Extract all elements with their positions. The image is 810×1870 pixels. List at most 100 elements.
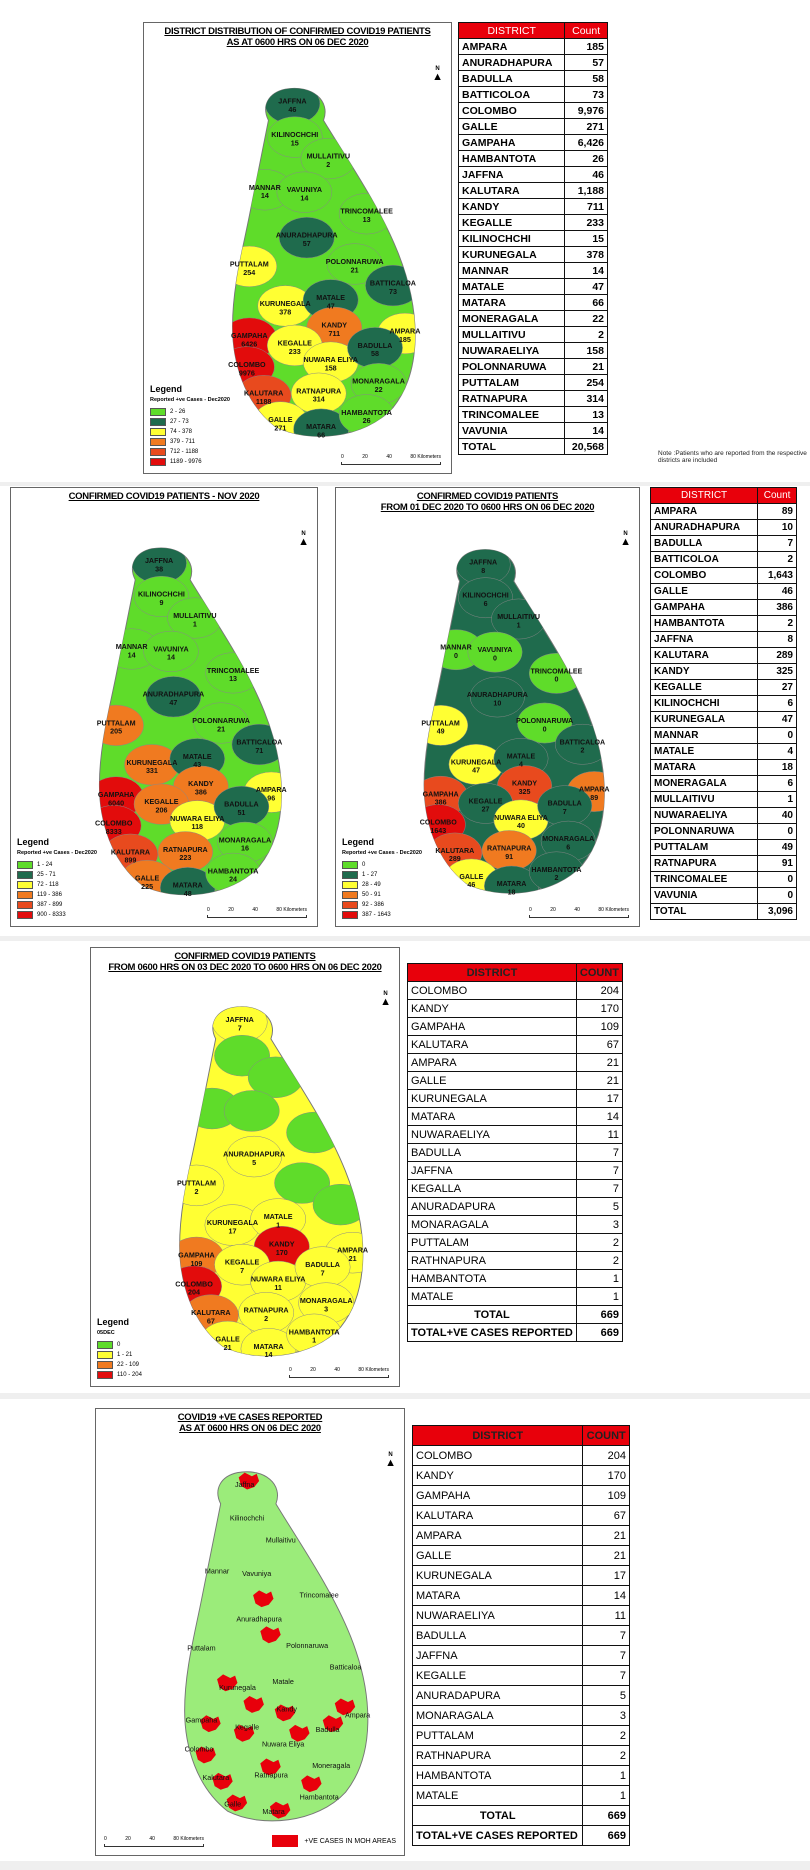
district-label: GAMPAHA 109 <box>179 1250 216 1267</box>
district-cell: PUTTALAM <box>407 1233 577 1252</box>
district-label: KALUTARA 67 <box>192 1308 231 1325</box>
district-label: JAFFNA 7 <box>226 1015 254 1032</box>
moh-case-area <box>217 1674 238 1692</box>
count-cell: 0 <box>757 727 797 744</box>
table-row: PUTTALAM 49 <box>649 839 797 856</box>
district-cell: PUTTALAM <box>457 374 566 391</box>
count-cell: 0 <box>757 887 797 904</box>
legend-item: 387 - 1643 <box>342 910 422 920</box>
total-label: TOTAL <box>411 1805 584 1826</box>
table-row: JAFFNA 7 <box>407 1161 623 1180</box>
legend-item: 1 - 24 <box>17 860 97 870</box>
count-cell: 6 <box>757 695 797 712</box>
district-label: KILINOCHCHI 9 <box>138 591 185 607</box>
legend-item: 92 - 386 <box>342 900 422 910</box>
scale-tick: 20 <box>310 1367 316 1373</box>
count-cell: 46 <box>757 583 797 600</box>
map-title-line: CONFIRMED COVID19 PATIENTS - NOV 2020 <box>68 491 260 502</box>
moh-case-area <box>243 1696 265 1713</box>
scale-tick: 40 <box>574 907 580 913</box>
district-label: Kandy <box>277 1705 298 1714</box>
district-cell: NUWARAELIYA <box>411 1605 584 1626</box>
district-label: GALLE 21 <box>216 1335 241 1352</box>
scale-bar: 0 20 40 80 Kilometers <box>104 1836 204 1847</box>
total-value: 3,096 <box>757 903 797 920</box>
legend-swatch <box>17 861 33 869</box>
district-label: MATARA 48 <box>173 882 203 898</box>
count-cell: 18 <box>757 759 797 776</box>
district-label: ANURADHAPURA 47 <box>143 691 205 707</box>
total-row: TOTAL 3,096 <box>649 903 797 920</box>
district-cell: MONERAGALA <box>457 310 566 327</box>
moh-case-area <box>275 1704 296 1722</box>
legend-item: 22 - 109 <box>97 1360 177 1370</box>
scale-tick: 0 <box>207 907 210 913</box>
count-cell: 2 <box>575 1233 623 1252</box>
table-row: COLOMBO 204 <box>411 1445 630 1466</box>
map-title-line: CONFIRMED COVID19 PATIENTS <box>416 491 559 502</box>
count-cell: 7 <box>582 1665 630 1686</box>
district-label: VAVUNIYA 14 <box>153 645 188 661</box>
legend-item: 1189 - 9976 <box>150 457 230 467</box>
count-cell: 9,976 <box>564 102 608 119</box>
legend-range: 387 - 1643 <box>362 912 391 918</box>
table-row: GALLE 21 <box>407 1071 623 1090</box>
scale-bar: 0 20 40 80 Kilometers <box>207 907 307 918</box>
table-row: MATARA 14 <box>411 1585 630 1606</box>
table-row: BADULLA 58 <box>457 70 608 87</box>
count-cell: 2 <box>582 1745 630 1766</box>
district-label: Matale <box>273 1677 295 1686</box>
count-cell: 7 <box>575 1179 623 1198</box>
district-cell: POLONNARUWA <box>457 358 566 375</box>
district-label: KANDY 386 <box>188 780 214 796</box>
legend-swatch <box>342 901 358 909</box>
table-row: KALUTARA 67 <box>411 1505 630 1526</box>
total-reported-label: TOTAL+VE CASES REPORTED <box>407 1323 577 1342</box>
district-label: Mullaitivu <box>266 1535 296 1544</box>
district-region-vavuniya <box>143 630 199 672</box>
legend-range: 387 - 899 <box>37 902 63 908</box>
total-value: 20,568 <box>564 438 608 455</box>
district-cell: MATALE <box>649 743 759 760</box>
district-label: Trincomalee <box>300 1591 339 1600</box>
district-cell: KEGALLE <box>457 214 566 231</box>
moh-case-area <box>301 1775 323 1793</box>
legend-range: 2 - 26 <box>170 409 186 415</box>
count-cell: 21 <box>582 1525 630 1546</box>
district-label: HAMBANTOTA 24 <box>208 867 259 883</box>
district-cell: JAFFNA <box>407 1161 577 1180</box>
map-title: CONFIRMED COVID19 PATIENTS FROM 01 DEC 20… <box>338 491 637 513</box>
table-row: BADULLA 7 <box>411 1625 630 1646</box>
table-row: KURUNEGALA 17 <box>407 1089 623 1108</box>
table-row: KANDY 711 <box>457 198 608 215</box>
total-row: TOTAL 669 <box>407 1305 623 1324</box>
legend-range: 22 - 109 <box>117 1362 140 1368</box>
legend-swatch <box>97 1341 113 1349</box>
island-map: JAFFNA 7 ANURADHAPURA 5 PUTTALAM 2 KURUNEGALA 1… <box>176 1006 369 1359</box>
moh-legend: +VE CASES IN MOH AREAS <box>272 1835 396 1847</box>
district-cell: KEGALLA <box>407 1179 577 1198</box>
count-cell: 378 <box>564 246 608 263</box>
count-cell: 22 <box>564 310 608 327</box>
count-cell: 89 <box>757 503 797 520</box>
district-cell: BATTICOLOA <box>457 86 566 103</box>
district-label: MANNAR 14 <box>249 184 282 200</box>
district-label: RATNAPURA 2 <box>244 1306 289 1323</box>
map-nov: CONFIRMED COVID19 PATIENTS - NOV 2020 N ▲ J… <box>10 487 318 927</box>
legend-range: 1189 - 9976 <box>170 459 202 465</box>
legend-swatch <box>150 408 166 416</box>
count-cell: 21 <box>575 1071 623 1090</box>
district-label: Hambantota <box>300 1792 339 1801</box>
district-cell: NUWARAELIYA <box>649 807 759 824</box>
district-label: Kegalle <box>236 1723 260 1732</box>
district-cell: HAMBANTOTA <box>457 150 566 167</box>
district-cell: POLONNARUWA <box>649 823 759 840</box>
district-label: AMPARA 185 <box>390 327 421 343</box>
table-row: GAMPAHA 109 <box>407 1017 623 1036</box>
table-row: KILINOCHCHI 15 <box>457 230 608 247</box>
scale-tick: 80 Kilometers <box>358 1367 389 1373</box>
total-reported-value: 669 <box>575 1323 623 1342</box>
count-cell: 21 <box>582 1545 630 1566</box>
island-map: Jaffna Kilinochchi Mullaitivu Mannar Vavuniy… <box>184 1471 371 1822</box>
table-row: MONERAGALA 22 <box>457 310 608 327</box>
